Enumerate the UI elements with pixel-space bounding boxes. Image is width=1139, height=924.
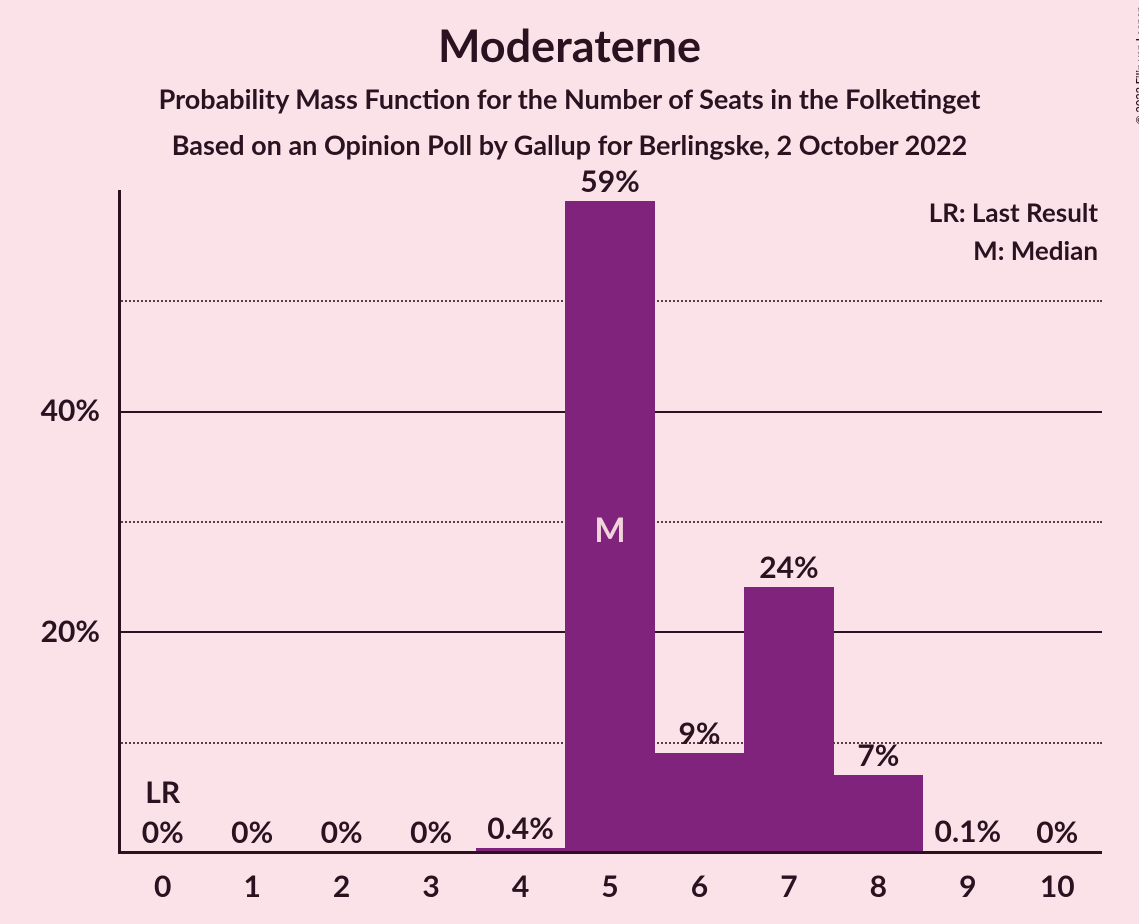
x-tick-label: 8 [834,868,923,904]
chart-title: Moderaterne [0,18,1139,72]
bar-value-label: 59% [555,163,664,199]
x-tick-label: 5 [565,868,654,904]
y-tick-label: 20% [0,613,100,649]
x-tick-label: 4 [476,868,565,904]
bar-value-label: 7% [824,737,933,773]
legend-median: M: Median [0,234,1098,266]
x-tick-label: 0 [118,868,207,904]
chart-subtitle-1: Probability Mass Function for the Number… [0,82,1139,115]
x-axis [118,851,1102,854]
x-tick-label: 2 [297,868,386,904]
last-result-marker: LR [108,774,217,810]
bar-value-label: 0.4% [466,810,575,846]
x-tick-label: 9 [923,868,1012,904]
x-tick-label: 3 [386,868,475,904]
bar-value-label: 9% [645,715,754,751]
x-tick-label: 6 [655,868,744,904]
median-marker: M [565,510,654,550]
pmf-seats-chart: Moderaterne Probability Mass Function for… [0,0,1139,924]
x-tick-label: 1 [207,868,296,904]
bar-value-label: 0% [1003,814,1112,850]
y-tick-label: 40% [0,392,100,428]
bar [834,775,923,852]
copyright-label: © 2022 Filip van Laenen [1134,6,1139,124]
bar-value-label: 24% [734,549,843,585]
chart-subtitle-2: Based on an Opinion Poll by Gallup for B… [0,128,1139,161]
x-tick-label: 10 [1013,868,1102,904]
bar [655,753,744,852]
x-tick-label: 7 [744,868,833,904]
bar [744,587,833,852]
legend-last-result: LR: Last Result [0,196,1098,228]
y-axis [118,190,121,852]
